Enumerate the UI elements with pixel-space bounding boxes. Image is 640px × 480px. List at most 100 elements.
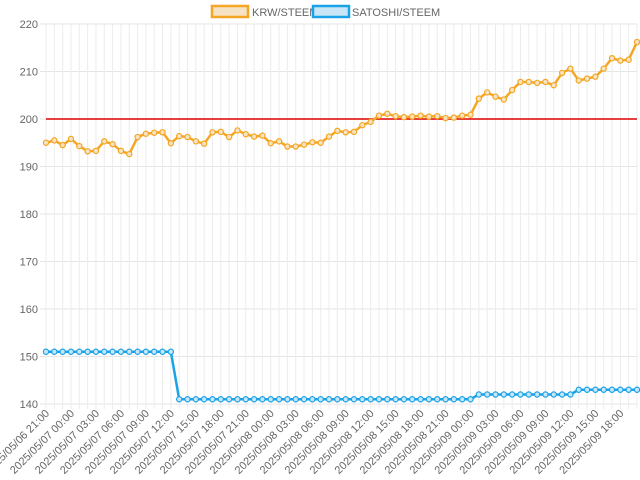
data-point <box>159 348 166 355</box>
data-point <box>533 79 541 87</box>
data-point <box>508 391 516 398</box>
y-tick-label: 160 <box>20 304 38 316</box>
legend-swatch <box>210 4 250 19</box>
data-point <box>483 89 491 96</box>
data-point <box>592 73 599 80</box>
data-point <box>417 112 424 119</box>
data-point <box>259 396 266 403</box>
data-point <box>442 396 449 403</box>
data-point <box>117 147 125 155</box>
data-point <box>542 391 549 398</box>
data-point <box>159 129 166 136</box>
data-point <box>342 129 349 136</box>
data-point <box>425 113 433 120</box>
legend-swatch <box>311 4 351 19</box>
data-point <box>525 391 532 398</box>
data-point <box>67 135 75 143</box>
data-point <box>617 386 624 393</box>
legend-item-satoshi-steem[interactable]: SATOSHI/STEEM <box>311 4 440 19</box>
data-point <box>151 348 158 355</box>
data-point <box>217 128 225 136</box>
legend-label: KRW/STEEM <box>252 7 318 19</box>
data-point <box>500 96 508 103</box>
data-point <box>42 139 50 146</box>
data-point <box>350 128 358 136</box>
y-tick-label: 140 <box>20 399 38 411</box>
data-point <box>492 93 499 100</box>
data-point <box>209 396 216 403</box>
data-point <box>375 396 383 403</box>
data-point <box>417 396 424 403</box>
data-point <box>59 141 66 149</box>
data-point <box>300 141 308 148</box>
data-point <box>151 129 158 136</box>
legend[interactable]: KRW/STEEM SATOSHI/STEEM <box>210 4 440 19</box>
data-point <box>434 112 441 120</box>
data-point <box>633 386 640 393</box>
y-tick-label: 200 <box>20 114 38 126</box>
data-point <box>134 133 141 141</box>
series-line <box>46 350 637 401</box>
data-point <box>500 391 508 398</box>
data-point <box>242 396 249 403</box>
data-point <box>284 396 291 403</box>
data-point <box>617 57 624 64</box>
y-tick-label: 180 <box>20 209 38 221</box>
data-point <box>567 65 574 72</box>
data-point <box>600 386 607 393</box>
data-point <box>317 139 324 146</box>
y-tick-label: 220 <box>20 19 38 31</box>
data-point <box>109 140 116 148</box>
data-point <box>309 396 316 403</box>
data-point <box>259 132 266 139</box>
data-point <box>334 127 341 135</box>
data-point <box>575 386 582 393</box>
data-point <box>126 150 133 158</box>
data-point <box>608 386 616 393</box>
legend-item-krw-steem[interactable]: KRW/STEEM <box>210 4 318 19</box>
data-point <box>575 77 582 84</box>
data-point <box>309 139 316 146</box>
data-point <box>450 396 458 403</box>
data-point <box>467 396 474 403</box>
data-point <box>284 143 291 150</box>
data-point <box>101 138 108 145</box>
data-point <box>367 396 374 403</box>
y-tick-label: 210 <box>20 67 38 79</box>
series-krw-steem <box>42 38 640 158</box>
data-point <box>625 386 632 393</box>
data-point <box>76 348 83 355</box>
data-point <box>217 396 225 403</box>
data-point <box>558 391 566 398</box>
legend-label: SATOSHI/STEEM <box>352 7 440 19</box>
data-point <box>400 113 408 121</box>
data-point <box>542 78 549 86</box>
data-point <box>142 348 150 355</box>
data-point <box>117 348 125 355</box>
data-point <box>292 143 299 150</box>
data-point <box>334 396 341 403</box>
data-point <box>101 348 108 355</box>
data-point <box>225 396 233 403</box>
data-point <box>234 127 241 134</box>
data-point <box>167 348 175 355</box>
data-point <box>550 391 557 398</box>
data-point <box>275 138 283 145</box>
data-point <box>409 113 416 120</box>
data-point <box>225 133 233 141</box>
data-point <box>200 140 208 147</box>
data-point <box>359 396 366 403</box>
data-point <box>250 133 258 140</box>
data-point <box>392 396 399 403</box>
data-point <box>192 396 200 403</box>
data-point <box>167 140 175 147</box>
data-point <box>267 140 274 147</box>
data-point <box>184 396 191 403</box>
data-point <box>84 348 91 355</box>
data-point <box>400 396 408 403</box>
data-point <box>51 348 58 355</box>
data-point <box>59 348 66 355</box>
data-point <box>483 391 491 398</box>
y-tick-label: 190 <box>20 162 38 174</box>
